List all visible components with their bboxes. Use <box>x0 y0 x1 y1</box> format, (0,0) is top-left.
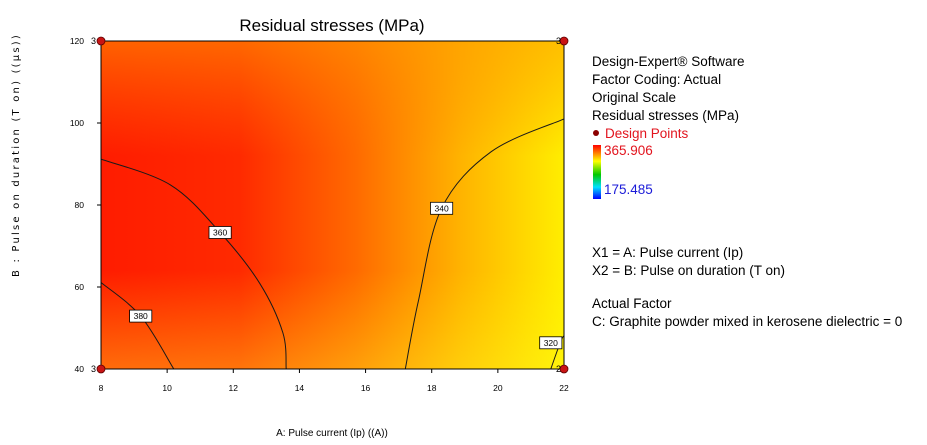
design-point <box>96 36 106 46</box>
legend-factor-coding: Factor Coding: Actual <box>592 72 722 87</box>
x-axis-ticks: 8 10 12 14 16 18 20 22 <box>99 369 569 393</box>
x-tick-label: 18 <box>427 383 437 393</box>
design-point-count: 3 <box>91 36 96 46</box>
legend-scale: Original Scale <box>592 90 677 105</box>
contour-label-box-340 <box>430 201 454 215</box>
chart-title: Residual stresses (MPa) <box>239 16 424 35</box>
x-tick-label: 16 <box>361 383 371 393</box>
contour-label-340: 340 <box>435 203 449 213</box>
legend-factor-c: C: Graphite powder mixed in kerosene die… <box>592 314 903 329</box>
legend-response: Residual stresses (MPa) <box>592 108 740 123</box>
design-point-count: 3 <box>556 36 561 46</box>
x-tick-label: 8 <box>99 383 104 393</box>
design-point <box>559 36 569 46</box>
design-points: 3 3 3 2 <box>91 36 569 374</box>
color-scale: 365.906 175.485 <box>592 143 902 203</box>
plot-fill-shade <box>101 41 564 369</box>
y-axis-label: B : Pulse on duration (T on) ((μs)) <box>11 33 22 277</box>
color-scale-max: 365.906 <box>604 143 653 158</box>
x-axis-label: A: Pulse current (Ip) ((A)) <box>276 428 388 439</box>
legend-design-points: Design Points <box>592 125 902 143</box>
legend-design-points-label: Design Points <box>605 126 689 141</box>
y-tick-label: 100 <box>70 118 84 128</box>
design-point-count: 2 <box>556 364 561 374</box>
contour-label-360: 360 <box>213 228 227 238</box>
legend-x1: X1 = A: Pulse current (Ip) <box>592 245 744 260</box>
contour-label-box-320 <box>539 336 563 350</box>
color-scale-bar <box>593 145 601 199</box>
contour-label-380: 380 <box>134 311 148 321</box>
contour-label-320: 320 <box>544 338 558 348</box>
y-axis-ticks: 40 60 80 100 120 <box>70 36 101 374</box>
legend-software: Design-Expert® Software <box>592 54 745 69</box>
y-tick-label: 80 <box>75 200 85 210</box>
color-scale-min: 175.485 <box>604 182 653 197</box>
x-tick-label: 10 <box>162 383 172 393</box>
design-point-icon <box>593 130 599 137</box>
contour-line-360 <box>101 158 287 369</box>
design-point <box>559 364 569 374</box>
contour-labels: 380 360 340 320 <box>129 201 563 350</box>
contour-label-box-360 <box>208 226 232 239</box>
x-tick-label: 14 <box>295 383 305 393</box>
design-point <box>96 364 106 374</box>
legend-x2: X2 = B: Pulse on duration (T on) <box>592 263 785 278</box>
legend-actual-factor: Actual Factor <box>592 296 672 311</box>
y-tick-label: 120 <box>70 36 84 46</box>
y-tick-label: 60 <box>75 282 85 292</box>
x-tick-label: 20 <box>493 383 503 393</box>
legend: Design-Expert® Software Factor Coding: A… <box>592 53 902 331</box>
x-tick-label: 22 <box>559 383 569 393</box>
y-tick-label: 40 <box>75 364 85 374</box>
design-point-count: 3 <box>91 364 96 374</box>
x-tick-label: 12 <box>229 383 239 393</box>
contour-label-box-380 <box>129 309 153 323</box>
